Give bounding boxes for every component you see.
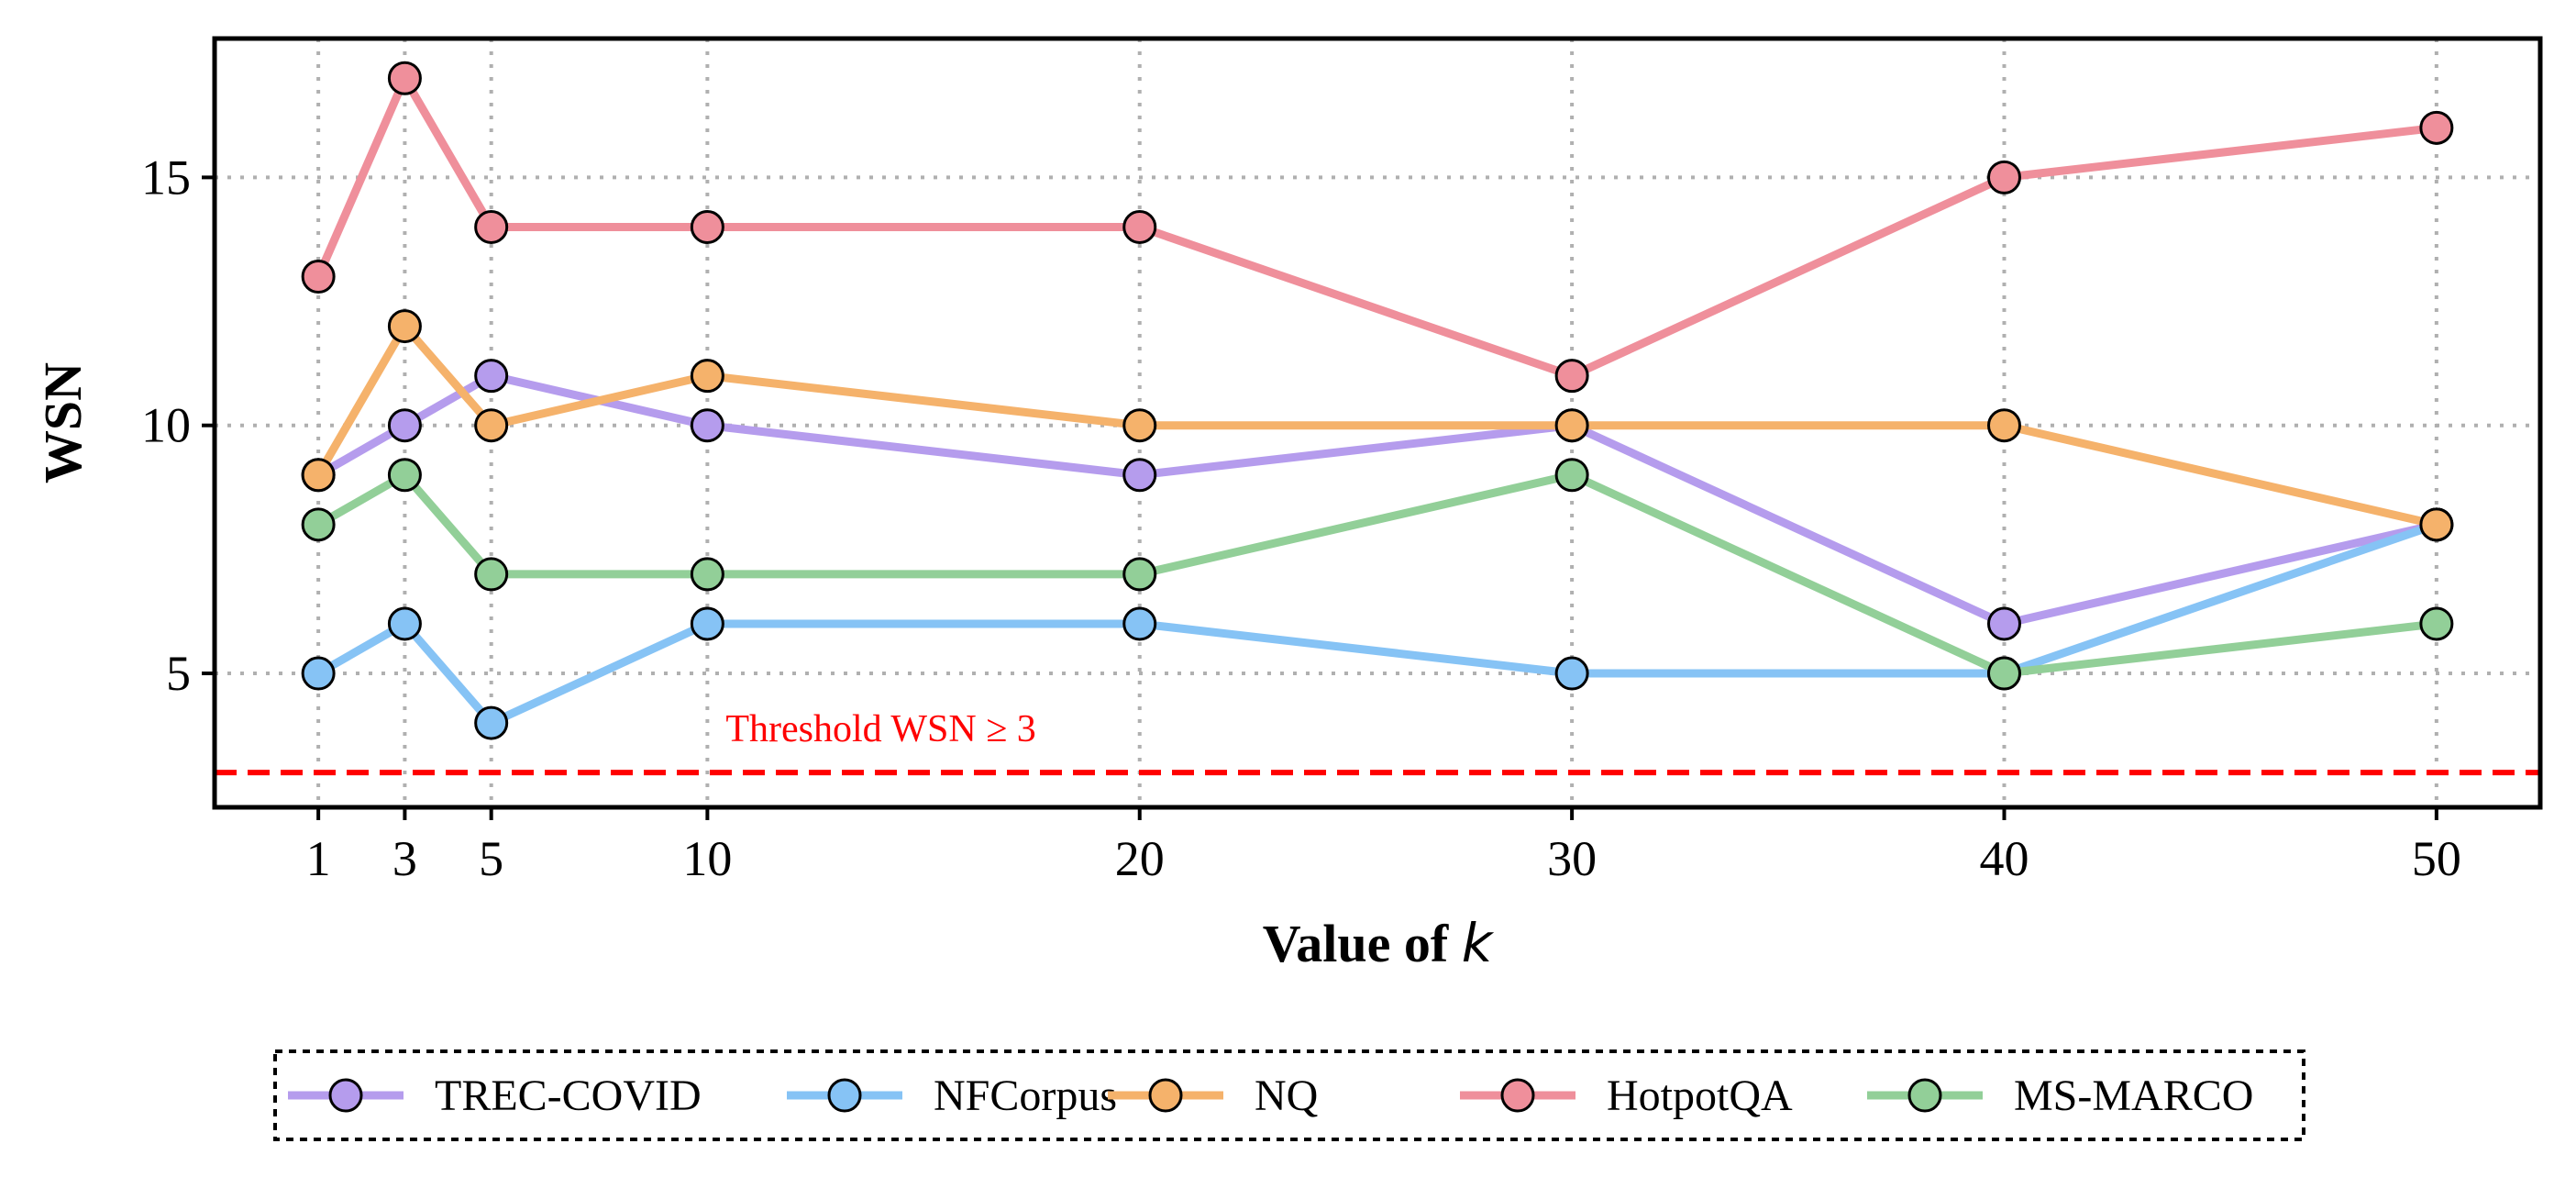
series-nq <box>301 309 2454 542</box>
y-tick-label: 5 <box>166 646 191 701</box>
legend-label: TREC-COVID <box>435 1072 702 1120</box>
data-point <box>474 705 509 740</box>
x-axis-label: Value of k <box>1263 912 1495 974</box>
plot-area-frame <box>212 36 2543 810</box>
x-tick-label: 40 <box>1979 831 2029 886</box>
legend-label: NFCorpus <box>934 1072 1117 1120</box>
legend-entry: MS-MARCO <box>1867 1072 2253 1120</box>
data-point <box>1986 408 2021 443</box>
data-point <box>1554 408 1589 443</box>
data-point <box>387 61 422 95</box>
threshold-group: Threshold WSN ≥ 3 <box>215 708 2540 776</box>
legend-swatch-marker <box>1907 1078 1942 1113</box>
x-axis-label-text: Value of <box>1263 914 1462 973</box>
data-point <box>1122 458 1157 493</box>
data-point <box>1554 458 1589 493</box>
series-line <box>315 322 2438 529</box>
data-point <box>474 557 509 592</box>
series-nfcorpus <box>301 507 2454 740</box>
x-tick-label: 5 <box>479 831 503 886</box>
legend-entry: NFCorpus <box>787 1072 1117 1120</box>
data-point <box>474 408 509 443</box>
data-point <box>1554 656 1589 691</box>
data-point <box>387 309 422 344</box>
data-point <box>387 606 422 641</box>
x-tick-label: 1 <box>306 831 331 886</box>
data-point <box>474 209 509 244</box>
data-point <box>1986 656 2021 691</box>
data-point <box>1986 606 2021 641</box>
series-line <box>315 372 2438 628</box>
data-point <box>2419 507 2454 542</box>
data-point <box>474 359 509 394</box>
data-point <box>690 557 724 592</box>
x-tick-label: 20 <box>1115 831 1165 886</box>
data-point <box>301 656 336 691</box>
data-point <box>301 507 336 542</box>
x-axis-ticks: 1 3 5 10 20 30 40 50 <box>306 807 2461 886</box>
data-point <box>690 209 724 244</box>
legend: TREC-COVID NFCorpus NQ HotpotQA MS-MARCO <box>273 1049 2305 1141</box>
data-point <box>1122 209 1157 244</box>
legend-label: MS-MARCO <box>2014 1072 2253 1120</box>
legend-swatch-marker <box>328 1078 363 1113</box>
data-point <box>1554 359 1589 394</box>
data-point <box>690 606 724 641</box>
series-hotpotqa <box>301 61 2454 394</box>
legend-label: NQ <box>1255 1072 1318 1120</box>
data-point <box>2419 110 2454 145</box>
data-point <box>1122 408 1157 443</box>
y-tick-label: 15 <box>141 150 191 205</box>
data-point <box>387 408 422 443</box>
series-trec-covid <box>301 359 2454 641</box>
legend-swatch-marker <box>827 1078 862 1113</box>
data-point <box>1122 557 1157 592</box>
data-point <box>1986 160 2021 194</box>
series-ms-marco <box>301 458 2454 691</box>
data-point <box>690 359 724 394</box>
data-point <box>301 260 336 294</box>
y-axis-ticks: 5 10 15 <box>141 150 215 701</box>
legend-entry: TREC-COVID <box>288 1072 702 1120</box>
data-point <box>387 458 422 493</box>
series-line <box>315 520 2438 727</box>
series-group <box>301 61 2454 740</box>
y-axis-label: WSN <box>33 362 93 483</box>
legend-swatch-marker <box>1500 1078 1535 1113</box>
data-point <box>690 408 724 443</box>
legend-swatch-marker <box>1148 1078 1183 1113</box>
x-tick-label: 30 <box>1547 831 1597 886</box>
x-tick-label: 50 <box>2412 831 2461 886</box>
x-axis-label-variable: k <box>1462 912 1495 974</box>
x-tick-label: 3 <box>392 831 417 886</box>
series-line <box>315 73 2438 381</box>
x-tick-label: 10 <box>682 831 732 886</box>
legend-entry: NQ <box>1108 1072 1318 1120</box>
series-line <box>315 471 2438 678</box>
threshold-label: Threshold WSN ≥ 3 <box>725 708 1035 750</box>
y-tick-label: 10 <box>141 398 191 453</box>
legend-entry: HotpotQA <box>1460 1072 1793 1120</box>
legend-label: HotpotQA <box>1607 1072 1793 1120</box>
data-point <box>2419 606 2454 641</box>
data-point <box>301 458 336 493</box>
data-point <box>1122 606 1157 641</box>
